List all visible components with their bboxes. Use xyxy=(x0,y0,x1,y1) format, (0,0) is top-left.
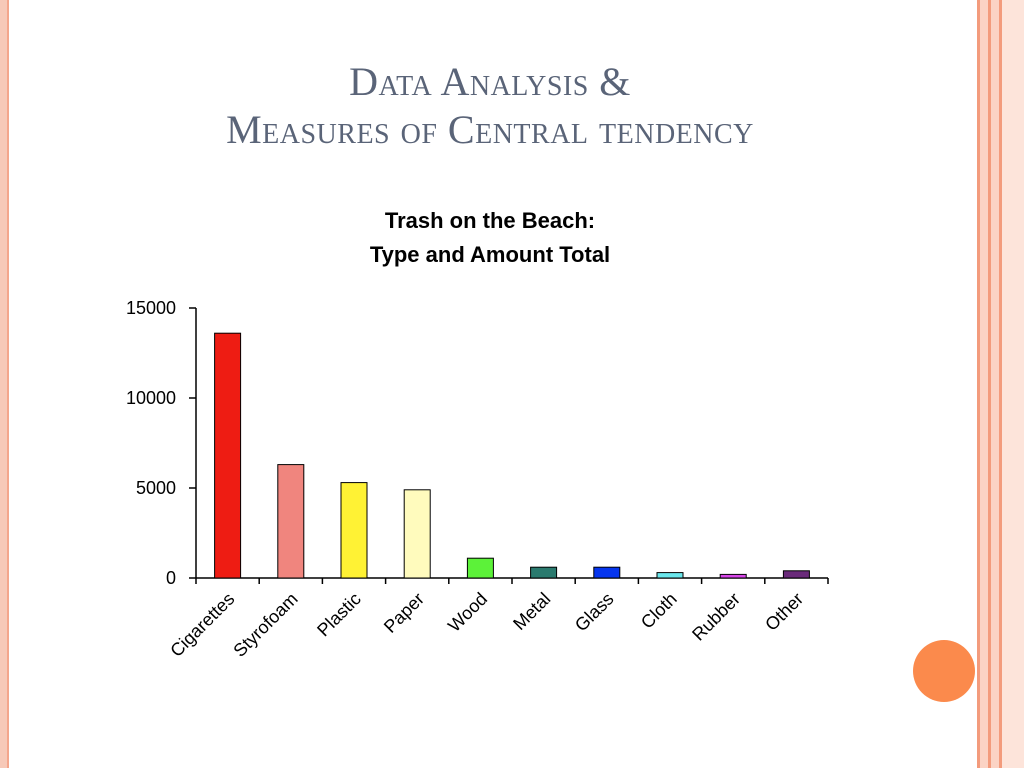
category-label: Styrofoam xyxy=(229,589,301,661)
bar-metal xyxy=(530,566,558,579)
bar-styrofoam xyxy=(277,464,305,579)
category-label: Paper xyxy=(380,589,428,637)
right-stripe-2 xyxy=(980,0,988,768)
slide-title-line-2: Measures of Central tendency xyxy=(226,107,754,152)
category-label: Plastic xyxy=(313,589,365,641)
slide-title-line-1: Data Analysis & xyxy=(349,59,631,104)
left-decorative-line xyxy=(7,0,9,768)
bar-rubber xyxy=(719,573,747,579)
right-stripe-3 xyxy=(988,0,991,768)
orange-circle-decoration xyxy=(913,640,975,702)
y-tick-label: 5000 xyxy=(136,478,176,498)
right-stripe-5 xyxy=(999,0,1002,768)
category-label: Metal xyxy=(509,589,554,634)
bar-paper xyxy=(403,489,431,579)
category-label: Other xyxy=(761,589,807,635)
y-tick-label: 15000 xyxy=(126,298,176,318)
category-label: Glass xyxy=(571,589,618,636)
y-tick-label: 10000 xyxy=(126,388,176,408)
bar-cigarettes xyxy=(214,332,242,579)
category-label: Cloth xyxy=(637,589,681,633)
right-stripe-6 xyxy=(1002,0,1024,768)
bar-plastic xyxy=(340,482,368,579)
category-label: Wood xyxy=(444,589,491,636)
right-stripe-1 xyxy=(977,0,980,768)
bar-glass xyxy=(593,566,621,579)
category-label: Rubber xyxy=(688,589,744,645)
left-decorative-stripe xyxy=(0,0,7,768)
bar-cloth xyxy=(656,572,684,579)
bar-wood xyxy=(466,557,494,579)
slide-title: Data Analysis & Measures of Central tend… xyxy=(100,58,880,154)
bar-other xyxy=(782,570,810,579)
y-tick-label: 0 xyxy=(166,568,176,588)
category-label: Cigarettes xyxy=(166,589,238,661)
chart-title-line-2: Type and Amount Total xyxy=(369,242,611,267)
chart-title: Trash on the Beach: Type and Amount Tota… xyxy=(260,204,720,272)
chart-title-line-1: Trash on the Beach: xyxy=(384,208,596,233)
right-stripe-4 xyxy=(991,0,999,768)
